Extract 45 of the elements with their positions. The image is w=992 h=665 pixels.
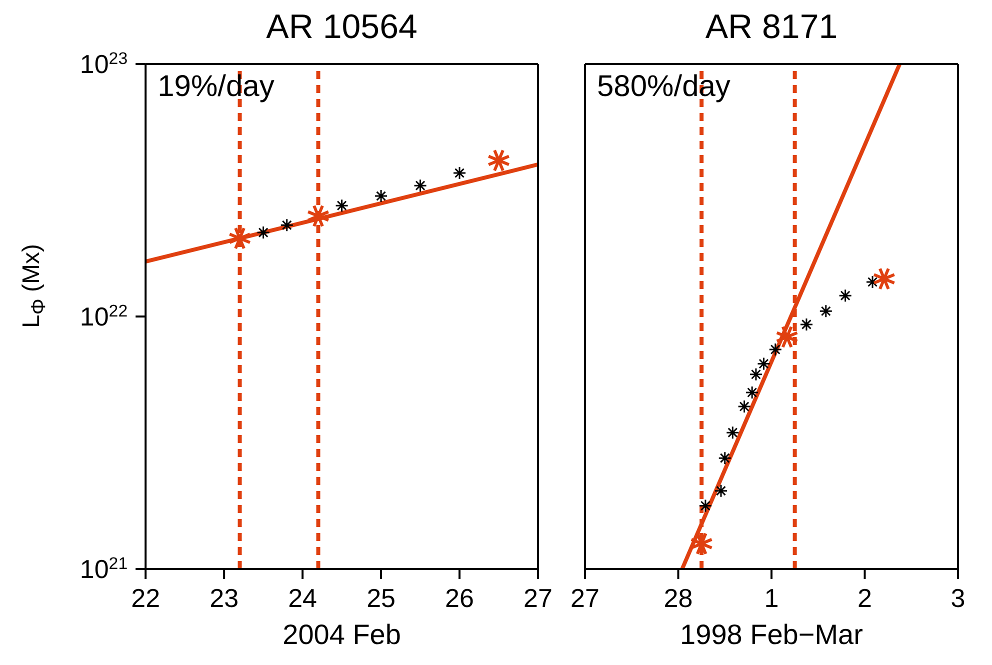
y-tick-label: 10$^{22}$ (80, 301, 128, 332)
point (698, 499, 712, 513)
annotation: 580%/day (597, 70, 730, 104)
chart-title: AR 8171 (704, 8, 839, 46)
x-tick-label: 28 (664, 583, 693, 613)
point (487, 148, 510, 172)
point (335, 198, 349, 212)
point (738, 400, 752, 414)
annotation: 19%/day (158, 70, 274, 104)
x-axis-title: 1998 Feb−Mar (679, 619, 864, 651)
x-tick-label: 27 (524, 583, 552, 613)
x-axis-title: 2004 Feb (282, 619, 402, 651)
x-tick-label: 22 (131, 583, 160, 613)
point (374, 189, 388, 203)
point (714, 484, 728, 498)
point (414, 178, 428, 192)
x-tick-label: 3 (950, 583, 966, 613)
point (819, 304, 833, 318)
point (228, 226, 252, 250)
point (749, 368, 763, 382)
point (872, 267, 896, 290)
chart-title: AR 10564 (265, 8, 418, 46)
point (452, 166, 466, 180)
x-tick-label: 1 (764, 583, 779, 613)
x-tick-label: 27 (570, 583, 600, 613)
point (775, 325, 799, 349)
point (280, 218, 294, 232)
y-tick-label: 10$^{21}$ (80, 554, 128, 584)
x-tick-label: 25 (366, 583, 396, 613)
y-tick-label: 10$^{23}$ (80, 48, 128, 79)
point (768, 342, 782, 356)
point (690, 532, 714, 556)
x-tick-label: 2 (858, 583, 872, 613)
point (726, 426, 740, 440)
x-tick-label: 24 (288, 583, 318, 613)
point (756, 356, 770, 370)
x-tick-label: 26 (445, 583, 474, 613)
point (745, 386, 759, 400)
point (256, 226, 270, 240)
x-tick-label: 23 (210, 583, 239, 613)
point (838, 288, 852, 302)
point (866, 275, 880, 289)
point (718, 451, 732, 465)
point (306, 204, 330, 228)
point (800, 318, 814, 332)
